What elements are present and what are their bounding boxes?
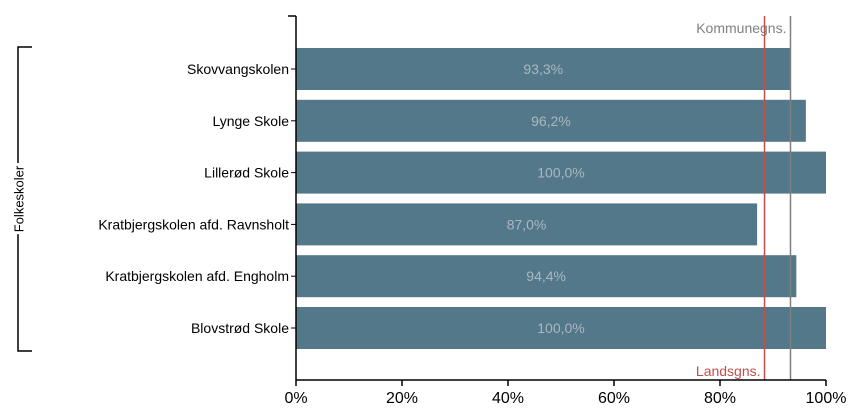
bar [296,99,806,142]
data-label: 87,0% [507,216,547,232]
data-label: 100,0% [537,320,584,336]
data-label: 93,3% [523,61,563,77]
x-tick-label: 60% [598,390,630,407]
category-label: Skovvangskolen [187,61,289,77]
x-tick-label: 80% [704,390,736,407]
x-tick-label: 40% [492,390,524,407]
category-label: Blovstrød Skole [191,320,289,336]
x-tick-label: 100% [806,390,847,407]
x-tick-label: 0% [284,390,307,407]
bar [296,307,826,349]
reference-label: Landsgns. [696,363,761,379]
data-label: 96,2% [531,113,571,129]
bar [296,151,826,194]
bar [296,203,758,246]
x-tick-label: 20% [386,390,418,407]
category-label: Kratbjergskolen afd. Engholm [105,268,289,284]
category-label: Lynge Skole [212,113,289,129]
bar [296,48,791,90]
reference-label: Kommunegns. [696,20,786,36]
group-bracket [17,46,32,352]
category-label: Lillerød Skole [204,165,289,181]
data-label: 94,4% [526,268,566,284]
bar [296,255,797,298]
group-label: Folkeskoler [12,165,27,232]
category-label: Kratbjergskolen afd. Ravnsholt [98,216,289,232]
data-label: 100,0% [537,165,584,181]
